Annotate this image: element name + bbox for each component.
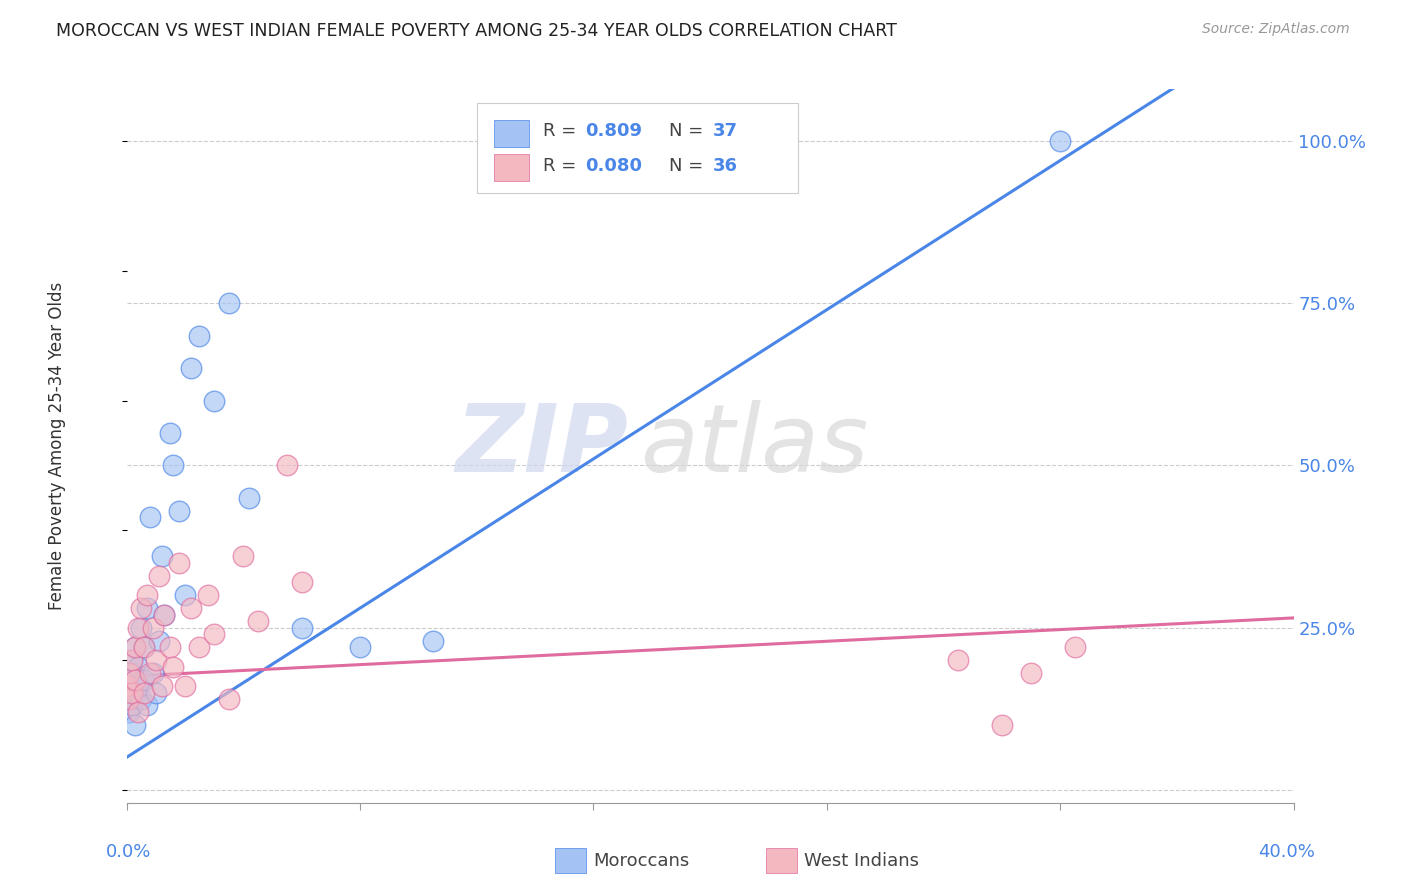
- Text: Source: ZipAtlas.com: Source: ZipAtlas.com: [1202, 22, 1350, 37]
- Point: [136, 698, 159, 713]
- Point: [202, 627, 225, 641]
- Point: [162, 659, 184, 673]
- Point: [188, 328, 211, 343]
- Point: [129, 692, 152, 706]
- Point: [121, 685, 143, 699]
- Point: [990, 718, 1012, 732]
- Text: R =: R =: [543, 122, 582, 140]
- Text: 0.080: 0.080: [585, 157, 643, 175]
- Point: [118, 666, 141, 681]
- Point: [246, 614, 269, 628]
- Point: [142, 621, 165, 635]
- Point: [129, 621, 152, 635]
- Point: [148, 568, 170, 582]
- Point: [136, 601, 159, 615]
- Point: [150, 549, 173, 564]
- Point: [118, 692, 141, 706]
- Point: [127, 679, 149, 693]
- Point: [121, 653, 143, 667]
- Point: [159, 640, 181, 654]
- FancyBboxPatch shape: [477, 103, 797, 193]
- Point: [1049, 134, 1071, 148]
- Text: R =: R =: [543, 157, 582, 175]
- Point: [124, 640, 146, 654]
- Point: [218, 692, 240, 706]
- Text: 36: 36: [713, 157, 737, 175]
- Point: [188, 640, 211, 654]
- Point: [349, 640, 371, 654]
- Point: [121, 653, 143, 667]
- Point: [290, 621, 312, 635]
- Text: West Indians: West Indians: [804, 852, 920, 870]
- Point: [127, 621, 149, 635]
- Point: [290, 575, 312, 590]
- Point: [118, 692, 141, 706]
- Point: [142, 666, 165, 681]
- FancyBboxPatch shape: [494, 120, 529, 147]
- Point: [127, 659, 149, 673]
- Point: [148, 633, 170, 648]
- Text: N =: N =: [669, 157, 709, 175]
- Point: [153, 607, 176, 622]
- Point: [218, 296, 240, 310]
- Point: [115, 679, 138, 693]
- Text: ZIP: ZIP: [456, 400, 628, 492]
- Point: [174, 679, 197, 693]
- Text: MOROCCAN VS WEST INDIAN FEMALE POVERTY AMONG 25-34 YEAR OLDS CORRELATION CHART: MOROCCAN VS WEST INDIAN FEMALE POVERTY A…: [56, 22, 897, 40]
- Point: [124, 685, 146, 699]
- Point: [145, 685, 167, 699]
- Point: [136, 588, 159, 602]
- Point: [180, 601, 202, 615]
- Point: [232, 549, 254, 564]
- Point: [124, 640, 146, 654]
- Point: [132, 685, 155, 699]
- Point: [127, 705, 149, 719]
- Text: Moroccans: Moroccans: [593, 852, 689, 870]
- Point: [139, 510, 162, 524]
- Point: [132, 673, 155, 687]
- Text: 0.809: 0.809: [585, 122, 643, 140]
- Point: [145, 653, 167, 667]
- Text: 37: 37: [713, 122, 737, 140]
- Point: [946, 653, 969, 667]
- Point: [129, 601, 152, 615]
- Point: [276, 458, 298, 473]
- Point: [124, 673, 146, 687]
- Point: [150, 679, 173, 693]
- Point: [124, 718, 146, 732]
- Point: [202, 393, 225, 408]
- Point: [180, 361, 202, 376]
- Point: [139, 666, 162, 681]
- Point: [121, 698, 143, 713]
- Point: [1063, 640, 1085, 654]
- Point: [174, 588, 197, 602]
- Text: Female Poverty Among 25-34 Year Olds: Female Poverty Among 25-34 Year Olds: [48, 282, 66, 610]
- Point: [1019, 666, 1042, 681]
- Point: [167, 504, 190, 518]
- Text: 40.0%: 40.0%: [1258, 843, 1315, 861]
- Text: 0.0%: 0.0%: [105, 843, 150, 861]
- Point: [132, 640, 155, 654]
- Point: [162, 458, 184, 473]
- Point: [118, 673, 141, 687]
- Text: N =: N =: [669, 122, 709, 140]
- Point: [118, 705, 141, 719]
- FancyBboxPatch shape: [494, 154, 529, 181]
- Text: atlas: atlas: [640, 401, 869, 491]
- Point: [159, 425, 181, 440]
- Point: [115, 679, 138, 693]
- Point: [121, 666, 143, 681]
- Point: [153, 607, 176, 622]
- Point: [167, 556, 190, 570]
- Point: [132, 640, 155, 654]
- Point: [422, 633, 444, 648]
- Point: [197, 588, 219, 602]
- Point: [238, 491, 260, 505]
